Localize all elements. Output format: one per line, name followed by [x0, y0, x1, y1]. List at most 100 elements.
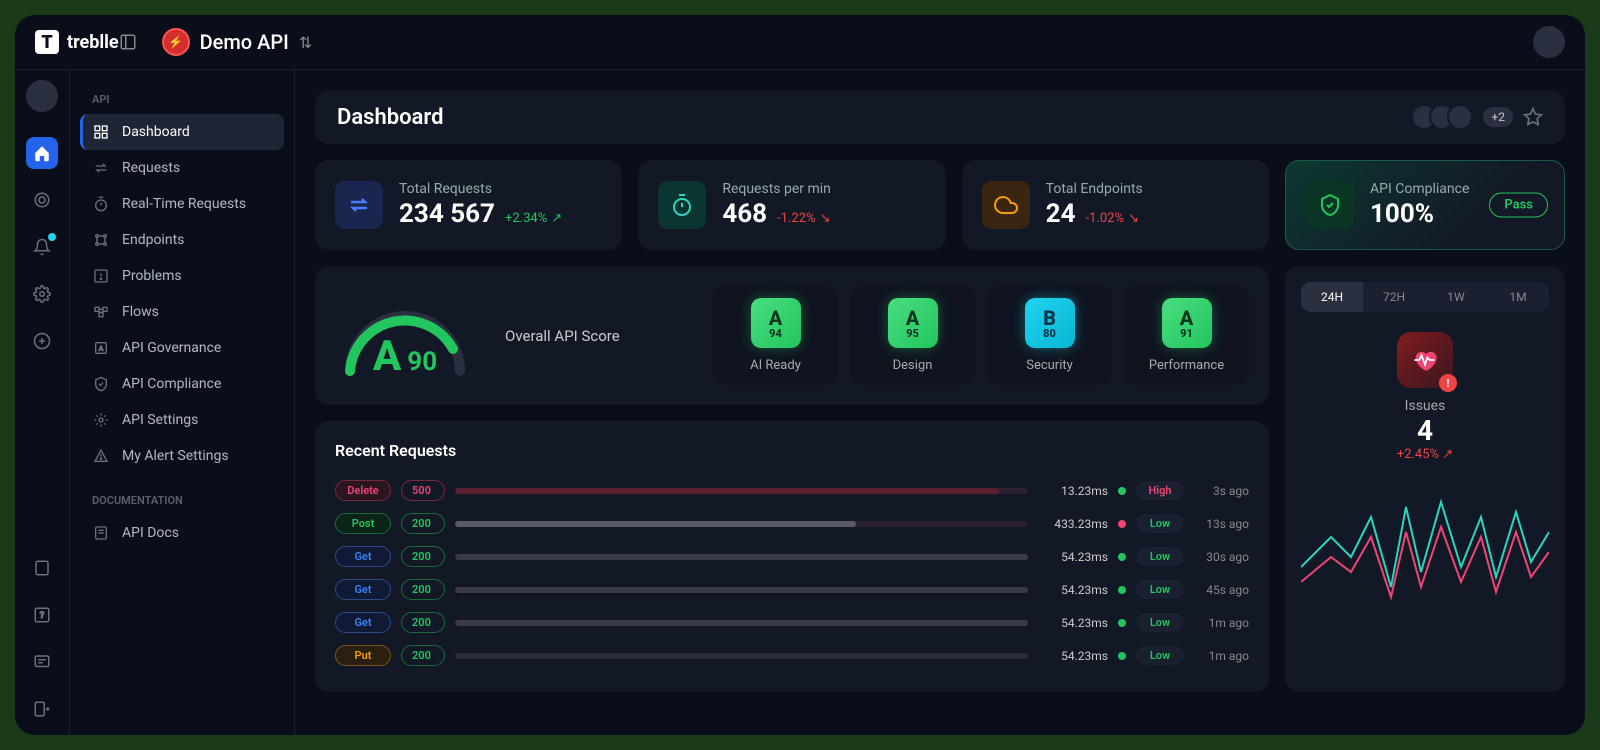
rail-feedback-icon[interactable] — [26, 646, 58, 678]
time-tab-1m[interactable]: 1M — [1487, 282, 1549, 312]
sidebar-item-label: My Alert Settings — [122, 448, 229, 464]
request-status-dot — [1118, 619, 1126, 627]
score-badge: A91 — [1162, 298, 1212, 348]
sidebar-item-label: API Compliance — [122, 376, 221, 392]
issues-panel: 24H72H1W1M Issues 4 +2.45% ↗ — [1285, 266, 1565, 692]
brand-logo[interactable]: T treblle — [35, 30, 119, 54]
workspace-avatar[interactable] — [26, 80, 58, 112]
issues-count: 4 — [1301, 414, 1549, 447]
rail-add-icon[interactable] — [26, 325, 58, 357]
sidebar-item-api-governance[interactable]: AAPI Governance — [80, 330, 284, 366]
page-title: Dashboard — [337, 105, 443, 130]
severity-badge: High — [1136, 481, 1184, 500]
sidebar-item-my-alert-settings[interactable]: My Alert Settings — [80, 438, 284, 474]
stat-delta: +2.34% ↗ — [505, 211, 562, 226]
sidebar-section-docs: DOCUMENTATION — [80, 486, 284, 515]
score-gauge: A 90 — [335, 291, 475, 381]
stat-value: 234 567 — [399, 199, 495, 229]
severity-badge: Low — [1136, 613, 1184, 632]
svg-text:A: A — [99, 345, 104, 353]
rail-logout-icon[interactable] — [26, 693, 58, 725]
request-ago: 3s ago — [1194, 484, 1249, 498]
issues-delta: +2.45% ↗ — [1301, 447, 1549, 462]
request-ago: 45s ago — [1194, 583, 1249, 597]
sidebar-item-api-docs[interactable]: API Docs — [80, 515, 284, 551]
request-row[interactable]: Put20054.23msLow1m ago — [335, 639, 1249, 672]
request-ago: 1m ago — [1194, 649, 1249, 663]
request-ago: 30s ago — [1194, 550, 1249, 564]
status-badge: 500 — [401, 480, 445, 501]
star-icon[interactable] — [1523, 107, 1543, 127]
sidebar-icon — [92, 411, 110, 429]
stats-row: Total Requests 234 567 +2.34% ↗ Requests… — [315, 160, 1565, 250]
request-status-dot — [1118, 652, 1126, 660]
page-header: Dashboard +2 — [315, 90, 1565, 144]
time-tab-1w[interactable]: 1W — [1425, 282, 1487, 312]
stopwatch-icon — [658, 181, 706, 229]
avatar-overflow-count[interactable]: +2 — [1483, 107, 1513, 127]
cloud-icon — [982, 181, 1030, 229]
sidebar-item-api-compliance[interactable]: API Compliance — [80, 366, 284, 402]
sidebar-item-real-time-requests[interactable]: Real-Time Requests — [80, 186, 284, 222]
sidebar-item-endpoints[interactable]: Endpoints — [80, 222, 284, 258]
stat-endpoints[interactable]: Total Endpoints 24 -1.02% ↘ — [962, 160, 1269, 250]
rail-help-icon[interactable]: ? — [26, 599, 58, 631]
status-badge: 200 — [401, 612, 445, 633]
severity-badge: Low — [1136, 514, 1184, 533]
score-title: Overall API Score — [505, 327, 620, 345]
sidebar-item-problems[interactable]: Problems — [80, 258, 284, 294]
sidebar: API Dashboard RequestsReal-Time Requests E… — [70, 70, 295, 735]
stat-total-requests[interactable]: Total Requests 234 567 +2.34% ↗ — [315, 160, 622, 250]
sidebar-item-api-settings[interactable]: API Settings — [80, 402, 284, 438]
sidebar-item-flows[interactable]: Flows — [80, 294, 284, 330]
severity-badge: Low — [1136, 547, 1184, 566]
sidebar-icon: A — [92, 339, 110, 357]
sidebar-toggle-icon[interactable] — [119, 33, 137, 51]
score-tile-security[interactable]: B80Security — [987, 286, 1112, 385]
score-value: 90 — [407, 347, 437, 377]
request-row[interactable]: Delete50013.23msHigh3s ago — [335, 474, 1249, 507]
stat-rpm[interactable]: Requests per min 468 -1.22% ↘ — [638, 160, 945, 250]
request-time: 433.23ms — [1038, 517, 1108, 531]
sidebar-section-api: API — [80, 85, 284, 114]
sidebar-item-dashboard[interactable]: Dashboard — [80, 114, 284, 150]
rail-home-icon[interactable] — [26, 137, 58, 169]
score-tile-design[interactable]: A95Design — [850, 286, 975, 385]
rail-docs-icon[interactable] — [26, 552, 58, 584]
docs-icon — [92, 524, 110, 542]
api-framework-icon: ⚡ — [162, 28, 190, 56]
time-tab-24h[interactable]: 24H — [1301, 282, 1363, 312]
score-tile-performance[interactable]: A91 Performance — [1124, 286, 1249, 385]
request-status-dot — [1118, 553, 1126, 561]
sidebar-icon — [92, 303, 110, 321]
sidebar-item-label: API Settings — [122, 412, 198, 428]
issues-heart-icon — [1397, 332, 1453, 388]
sidebar-item-requests[interactable]: Requests — [80, 150, 284, 186]
request-row[interactable]: Get20054.23msLow45s ago — [335, 573, 1249, 606]
request-row[interactable]: Get20054.23msLow1m ago — [335, 606, 1249, 639]
rail-target-icon[interactable] — [26, 184, 58, 216]
request-row[interactable]: Get20054.23msLow30s ago — [335, 540, 1249, 573]
stat-value: 468 — [722, 199, 767, 229]
request-row[interactable]: Post200433.23msLow13s ago — [335, 507, 1249, 540]
method-badge: Get — [335, 579, 391, 600]
time-tab-72h[interactable]: 72H — [1363, 282, 1425, 312]
sidebar-item-label: Endpoints — [122, 232, 184, 248]
score-grade: A — [373, 332, 401, 381]
user-avatar[interactable] — [1533, 26, 1565, 58]
api-selector[interactable]: ⚡ Demo API ⇅ — [152, 24, 323, 60]
sidebar-item-label: Problems — [122, 268, 182, 284]
rail-notifications-icon[interactable] — [26, 231, 58, 263]
method-badge: Post — [335, 513, 391, 534]
issues-label: Issues — [1301, 398, 1549, 414]
stat-compliance[interactable]: API Compliance 100% Pass — [1285, 160, 1565, 250]
sidebar-item-label: Dashboard — [122, 124, 190, 140]
score-tile-label: Performance — [1149, 358, 1224, 373]
score-badge: A95 — [888, 298, 938, 348]
request-status-dot — [1118, 520, 1126, 528]
recent-requests-card: Recent Requests Delete50013.23msHigh3s a… — [315, 421, 1269, 692]
sidebar-icon — [92, 123, 110, 141]
rail-settings-icon[interactable] — [26, 278, 58, 310]
collaborator-avatars[interactable] — [1411, 104, 1473, 130]
score-tile-ai-ready[interactable]: A94AI Ready — [713, 286, 838, 385]
